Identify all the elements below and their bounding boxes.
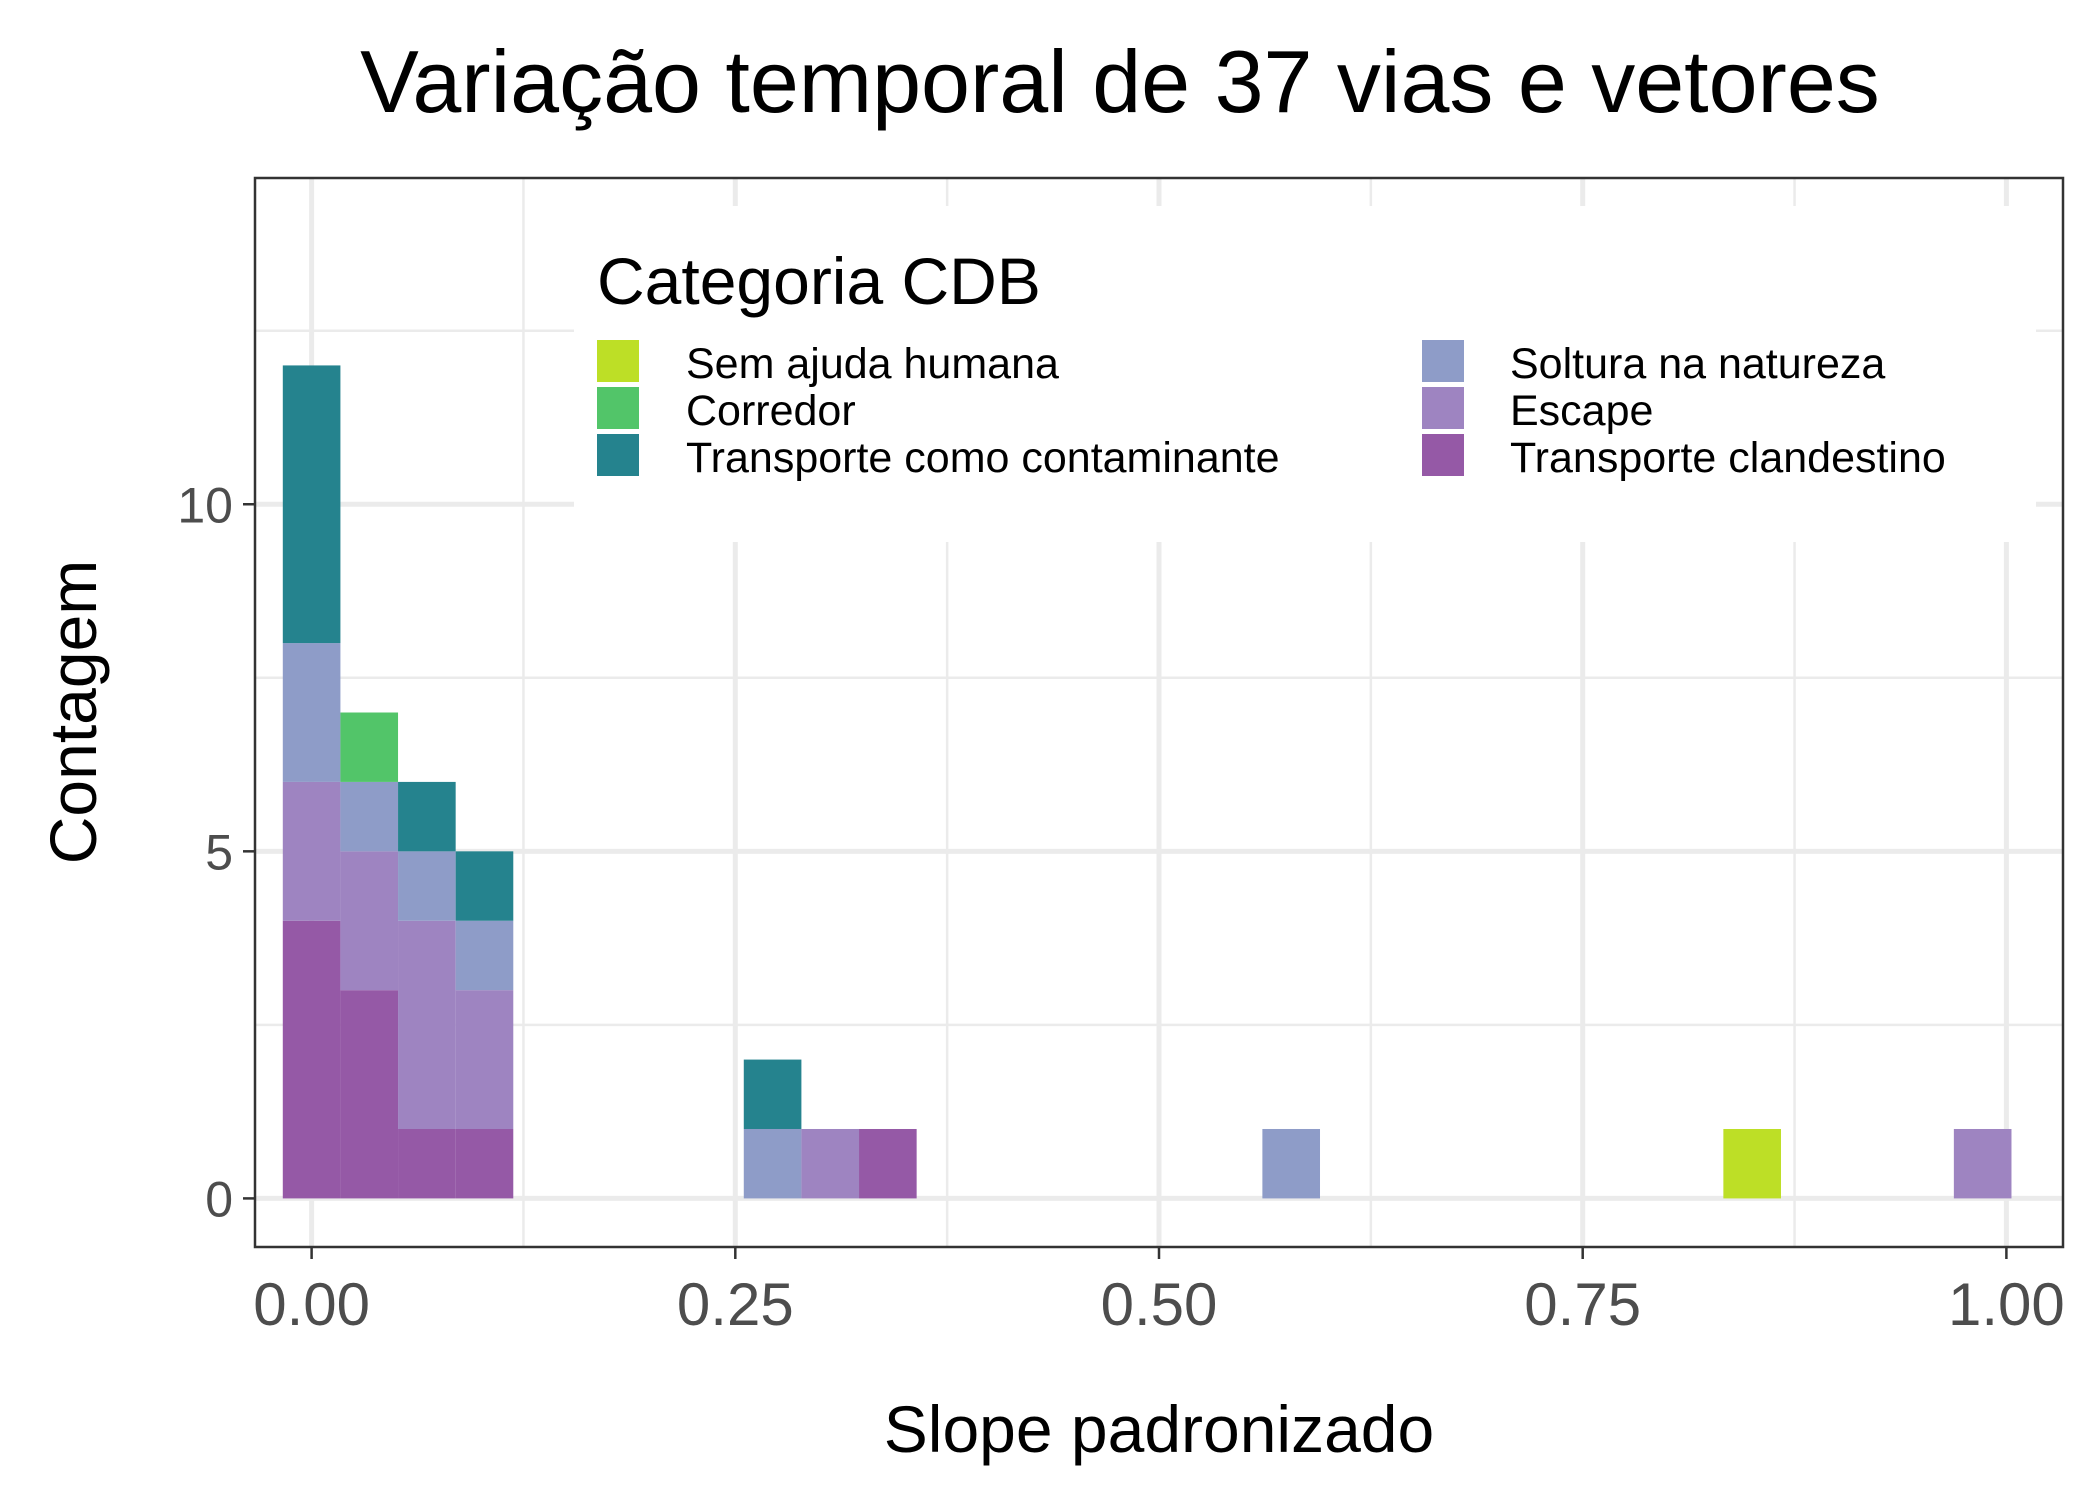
bar-segment — [1723, 1128, 1781, 1199]
legend-background — [574, 206, 2036, 542]
x-tick-label: 1.00 — [1948, 1271, 2065, 1338]
x-tick-label: 0.25 — [677, 1271, 794, 1338]
y-axis-title: Contagem — [36, 560, 110, 865]
bar-segment — [340, 851, 399, 991]
x-tick-label: 0.00 — [253, 1271, 370, 1338]
bar-segment — [340, 712, 399, 782]
bar-segment — [340, 990, 399, 1199]
y-tick-label: 5 — [205, 824, 233, 880]
bar-segment — [455, 851, 514, 921]
legend-key — [1422, 387, 1464, 429]
x-axis-title: Slope padronizado — [884, 1392, 1434, 1466]
chart-title: Variação temporal de 37 vias e vetores — [360, 32, 1880, 131]
bar-segment — [398, 781, 456, 852]
x-tick-label: 0.75 — [1524, 1271, 1641, 1338]
legend-title: Categoria CDB — [597, 244, 1041, 318]
bar-segment — [282, 643, 341, 782]
bar-segment — [398, 920, 456, 1129]
legend-key — [1422, 434, 1464, 476]
legend-entry-label: Soltura na natureza — [1510, 340, 1885, 388]
bar-segment — [1953, 1128, 2012, 1199]
bar-segment — [398, 1128, 456, 1199]
bar-segment — [282, 920, 341, 1199]
bar-segment — [455, 1128, 514, 1199]
y-tick-label: 10 — [177, 477, 233, 533]
legend-key — [597, 387, 639, 429]
bar-segment — [801, 1128, 860, 1199]
bar-segment — [340, 781, 399, 852]
bar-segment — [455, 990, 514, 1129]
legend-entry-label: Transporte como contaminante — [686, 434, 1280, 482]
bar-segment — [1262, 1128, 1321, 1199]
legend-entry-label: Escape — [1510, 387, 1653, 435]
legend-key — [597, 434, 639, 476]
y-tick-label: 0 — [205, 1171, 233, 1227]
legend-entry-label: Transporte clandestino — [1510, 434, 1946, 482]
legend-key — [1422, 340, 1464, 382]
legend-entry-label: Sem ajuda humana — [686, 340, 1059, 388]
bar-segment — [398, 851, 456, 921]
bar-segment — [455, 920, 514, 991]
legend-entry-label: Corredor — [686, 387, 856, 435]
axis-ticks: 0.00 0.25 0.50 0.75 1.00 0 5 10 — [177, 477, 2064, 1338]
bar-segment — [859, 1128, 917, 1199]
bar-segment — [743, 1059, 802, 1129]
bar-segment — [743, 1128, 802, 1199]
bar-segment — [282, 365, 341, 644]
legend: Categoria CDB Sem ajuda humanaCorredorTr… — [597, 244, 1946, 482]
legend-key — [597, 340, 639, 382]
bar-segment — [282, 781, 341, 921]
histogram-bars — [282, 365, 2012, 1199]
x-tick-label: 0.50 — [1101, 1271, 1218, 1338]
